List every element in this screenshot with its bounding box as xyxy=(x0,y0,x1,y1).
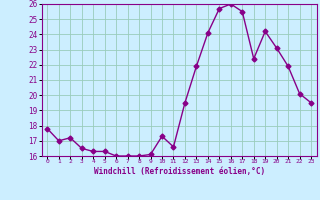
X-axis label: Windchill (Refroidissement éolien,°C): Windchill (Refroidissement éolien,°C) xyxy=(94,167,265,176)
